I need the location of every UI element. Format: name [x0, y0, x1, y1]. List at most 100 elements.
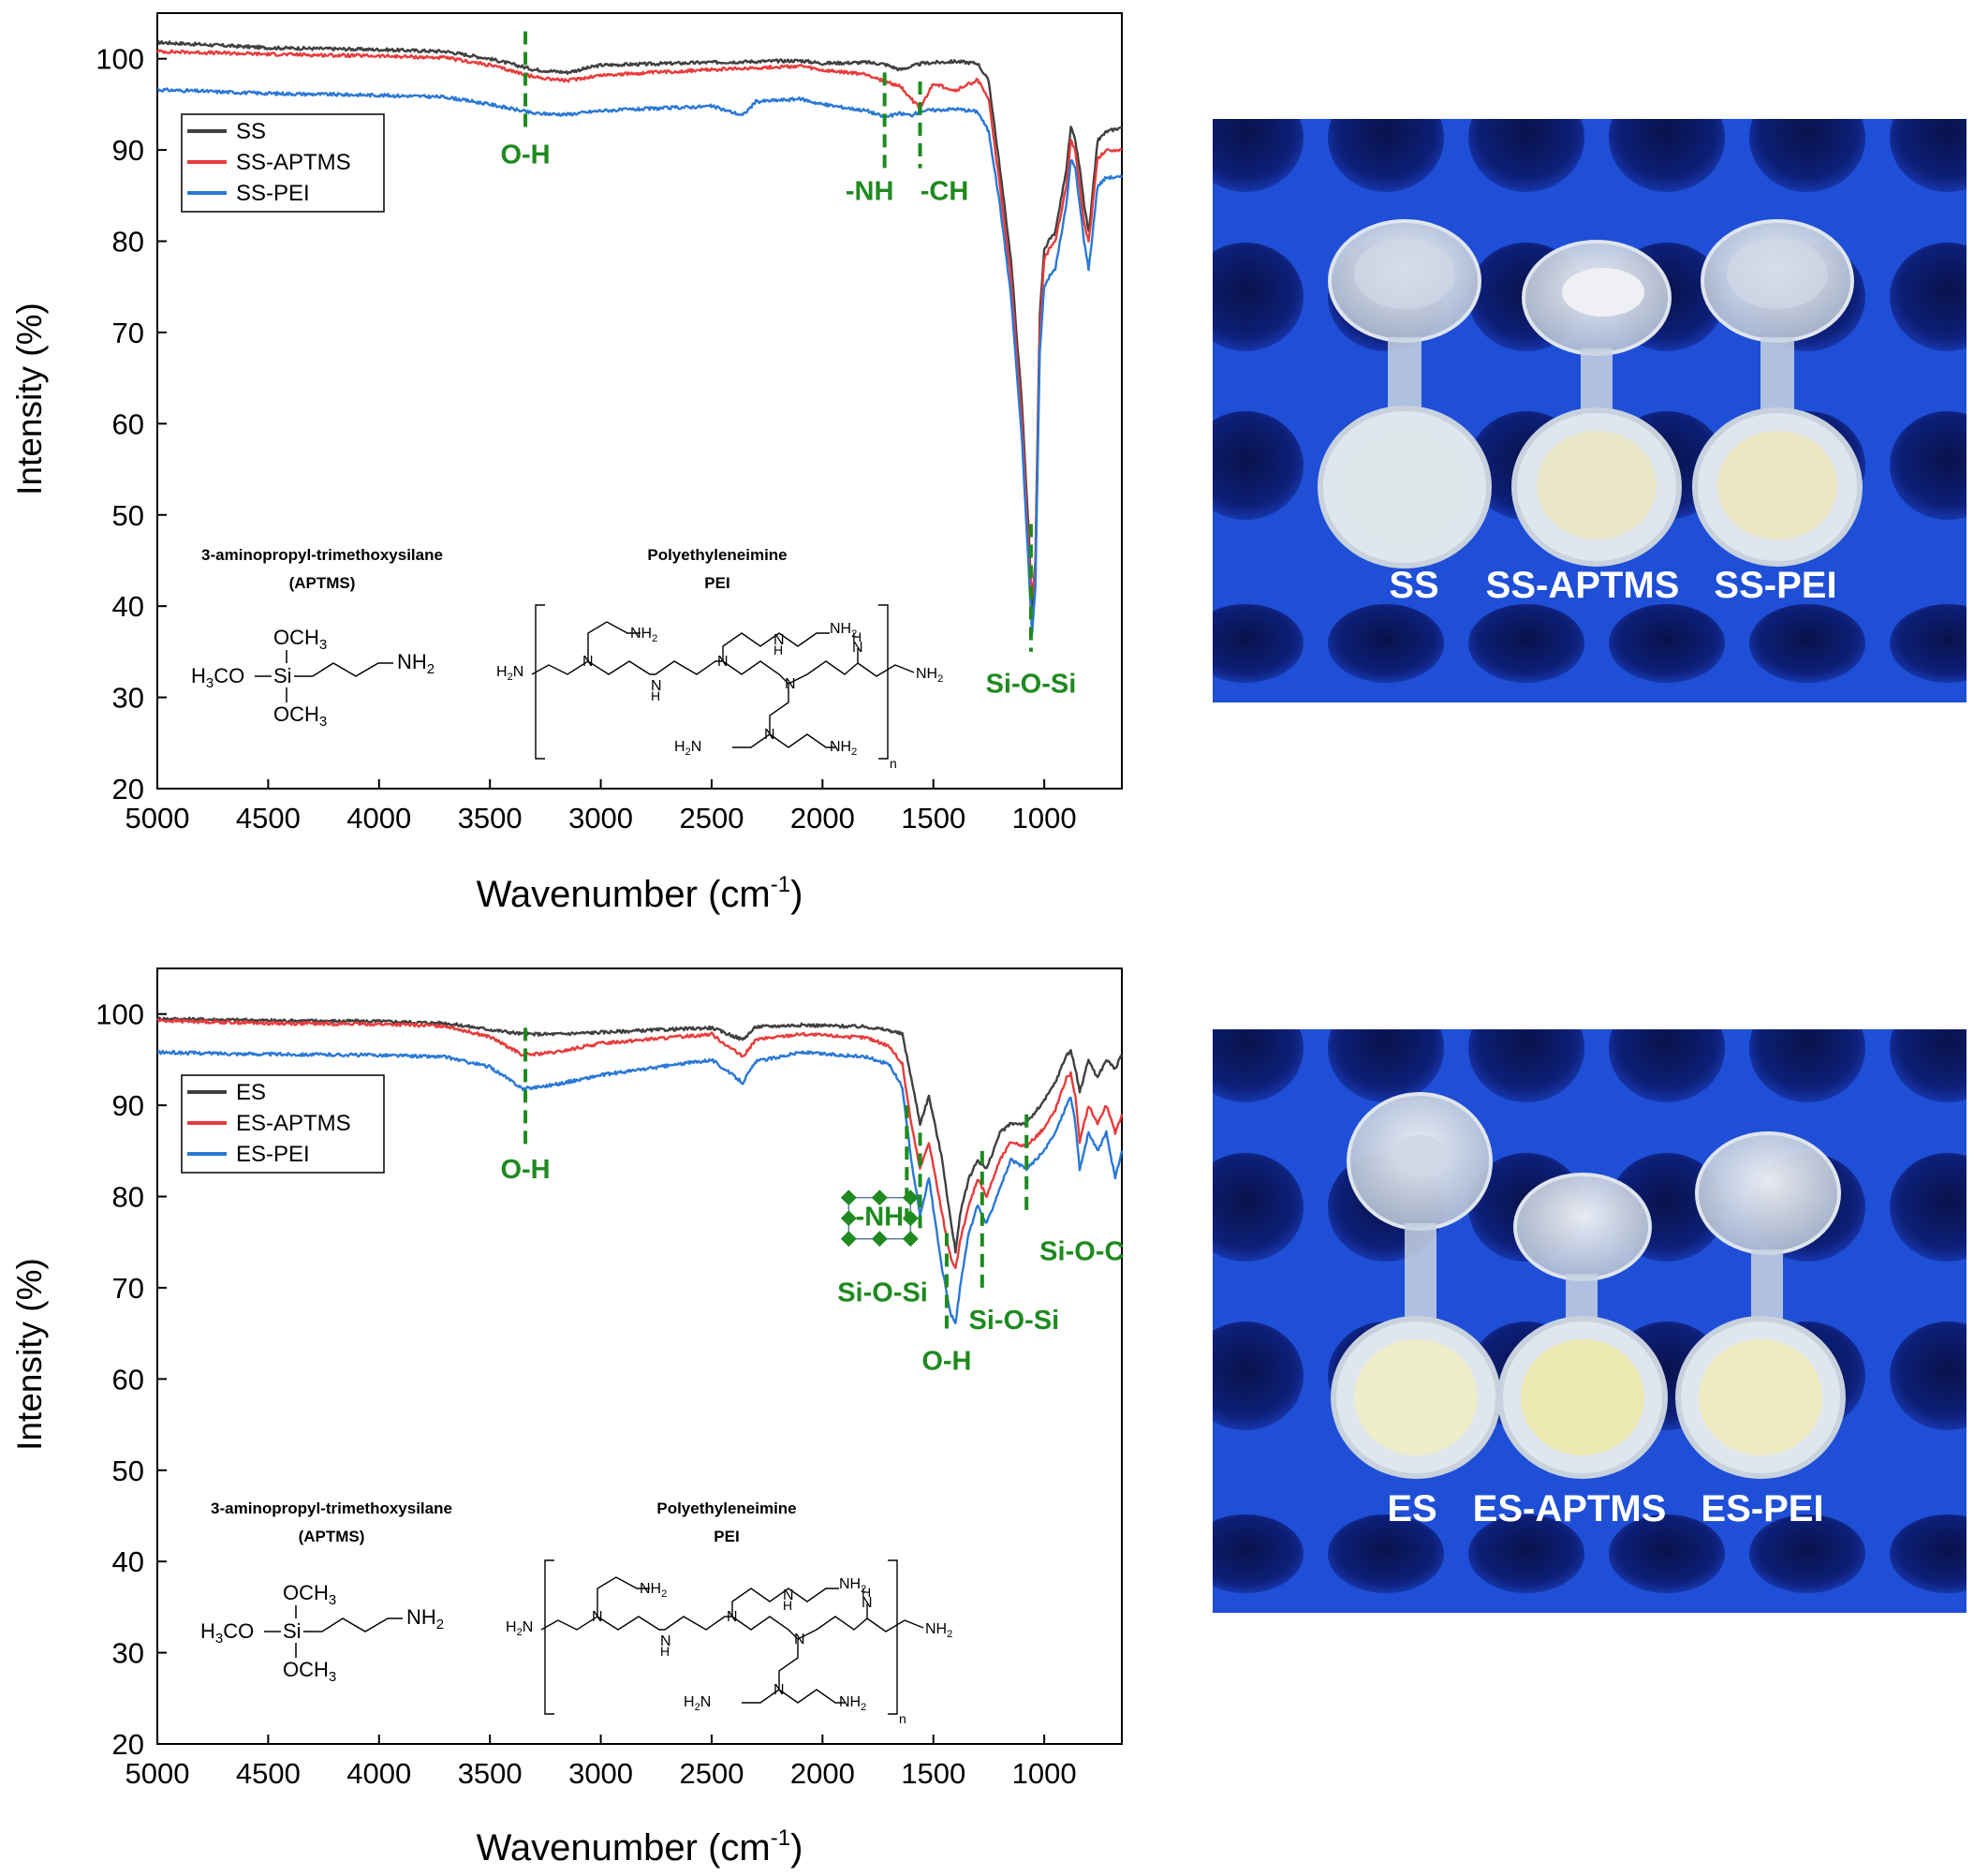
y-axis-label: Intensity (%) [10, 303, 49, 495]
rack-hole [1468, 1514, 1584, 1593]
y-tick-label: 100 [96, 998, 144, 1031]
resize-handle[interactable] [840, 1210, 857, 1227]
band-label: Si-O-Si [968, 1306, 1059, 1336]
sample-photo-ss: SS SS-APTMS SS-PEI [1213, 119, 1967, 702]
y-tick-label: 70 [112, 1272, 144, 1305]
y-tick-label: 100 [96, 43, 144, 76]
legend: ES ES-APTMS ES-PEI [181, 1074, 385, 1174]
band-label: -NH [846, 177, 894, 207]
legend-label: SS-PEI [236, 181, 310, 206]
pei-atoms: H2N N NH2 NH N NH NH2 N N H2N NH2 NH NH2… [506, 1576, 952, 1726]
x-tick-label: 4500 [236, 802, 301, 835]
tube [1497, 1173, 1668, 1479]
resize-handle[interactable] [840, 1189, 857, 1206]
band-label: O-H [500, 140, 550, 170]
photo-label: ES-APTMS [1473, 1488, 1667, 1529]
svg-text:Si: Si [273, 664, 292, 687]
band-label: Si-O-Si [986, 670, 1077, 700]
svg-text:NH2: NH2 [830, 621, 857, 640]
svg-text:H: H [773, 643, 783, 657]
powder [1343, 431, 1466, 543]
rack-hole [1328, 604, 1444, 683]
ftir-chart-bottom: 5000 4500 4000 3500 3000 2500 2000 1500 1000 20 30… [10, 968, 1124, 1869]
svg-text:NH2: NH2 [916, 666, 943, 685]
series-line-ss [157, 39, 1123, 607]
svg-text:H2N: H2N [496, 664, 523, 683]
svg-text:H: H [660, 1644, 670, 1659]
y-tick-label: 20 [112, 1728, 144, 1761]
rack-hole [1890, 1153, 1967, 1262]
svg-text:NH2: NH2 [640, 1581, 667, 1600]
legend-label: ES-APTMS [236, 1111, 351, 1136]
svg-text:N: N [794, 1632, 805, 1647]
rack-hole [1749, 119, 1865, 192]
resize-handle[interactable] [902, 1189, 919, 1206]
powder [1717, 431, 1837, 539]
tube [1692, 219, 1863, 567]
y-tick-label: 60 [112, 407, 144, 440]
photo-label: ES [1387, 1488, 1436, 1529]
band-label: O-H [921, 1347, 971, 1377]
plot-frame [156, 12, 1123, 790]
y-tick-label: 80 [112, 226, 144, 259]
band-label: Si-O-C [1039, 1237, 1124, 1267]
series-line-es-aptms [156, 1018, 1124, 1269]
y-tick-label: 20 [112, 773, 144, 805]
svg-text:H3CO: H3CO [200, 1619, 254, 1647]
rack-hole [1609, 1514, 1725, 1593]
x-tick-label: 3500 [458, 802, 523, 835]
aptms-name: 3-aminopropyl-trimethoxysilane [211, 1499, 452, 1517]
x-tick-label: 4500 [236, 1757, 301, 1790]
resize-handle[interactable] [840, 1231, 857, 1248]
pei-abbr: PEI [704, 574, 729, 592]
x-tick-label: 1500 [901, 1757, 965, 1790]
svg-text:H: H [862, 1585, 871, 1600]
structures-inset: 3-aminopropyl-trimethoxysilane (APTMS) P… [200, 1499, 952, 1726]
resize-handle[interactable] [902, 1210, 919, 1227]
band-label: O-H [500, 1155, 550, 1185]
legend-label: ES [236, 1080, 266, 1105]
rack-hole [1890, 243, 1967, 351]
svg-text:N: N [773, 632, 785, 648]
photo-label: SS [1389, 565, 1438, 606]
x-tick-label: 1500 [901, 802, 965, 835]
series-line-es-pei [156, 1049, 1124, 1324]
pei-atoms: H2N N NH2 NH N NH NH2 N N H2N NH2 NH NH2… [496, 621, 943, 771]
rack-hole [1749, 1029, 1865, 1102]
x-tick-label: 3000 [568, 802, 633, 835]
series-line-ss-pei [156, 87, 1123, 636]
rack-hole [1213, 1514, 1304, 1593]
aptms-abbr: (APTMS) [289, 574, 356, 592]
photo-label: SS-PEI [1714, 565, 1836, 606]
x-axis-label: Wavenumber (cm-1) [477, 872, 803, 915]
aptms-abbr: (APTMS) [299, 1528, 365, 1545]
rack-hole [1468, 119, 1584, 192]
svg-text:NH2: NH2 [839, 1694, 866, 1713]
aptms-structure: OCH3 H3CO Si NH2 OCH3 [200, 1581, 444, 1685]
svg-text:N: N [785, 676, 796, 692]
y-tick-label: 90 [112, 1089, 144, 1122]
y-tick-label: 90 [112, 134, 144, 167]
powder [1699, 1339, 1822, 1455]
resize-handle[interactable] [871, 1231, 888, 1248]
rack-hole [1749, 1514, 1865, 1593]
photo-label: ES-PEI [1701, 1488, 1823, 1529]
x-tick-label: 3500 [458, 1757, 523, 1790]
powder [1537, 431, 1657, 539]
rack-hole [1213, 1029, 1304, 1102]
legend-label: SS [236, 119, 266, 144]
pei-structure [540, 1559, 924, 1715]
band-label: -NH [856, 1203, 905, 1233]
band-label: Si-O-Si [837, 1278, 928, 1308]
y-tick-label: 50 [112, 499, 144, 532]
rack-hole [1213, 243, 1304, 351]
svg-text:H3CO: H3CO [191, 664, 244, 691]
x-tick-label: 2500 [679, 1757, 744, 1790]
resize-handle[interactable] [871, 1189, 888, 1206]
ftir-chart-top: 5000 4500 4000 3500 3000 2500 2000 1500 1000 20 30… [10, 12, 1123, 915]
x-tick-label: 5000 [125, 1757, 190, 1790]
y-tick-label: 80 [112, 1181, 144, 1214]
svg-text:NH2: NH2 [630, 626, 657, 644]
svg-text:N: N [660, 1633, 671, 1649]
resize-handle[interactable] [902, 1231, 919, 1248]
